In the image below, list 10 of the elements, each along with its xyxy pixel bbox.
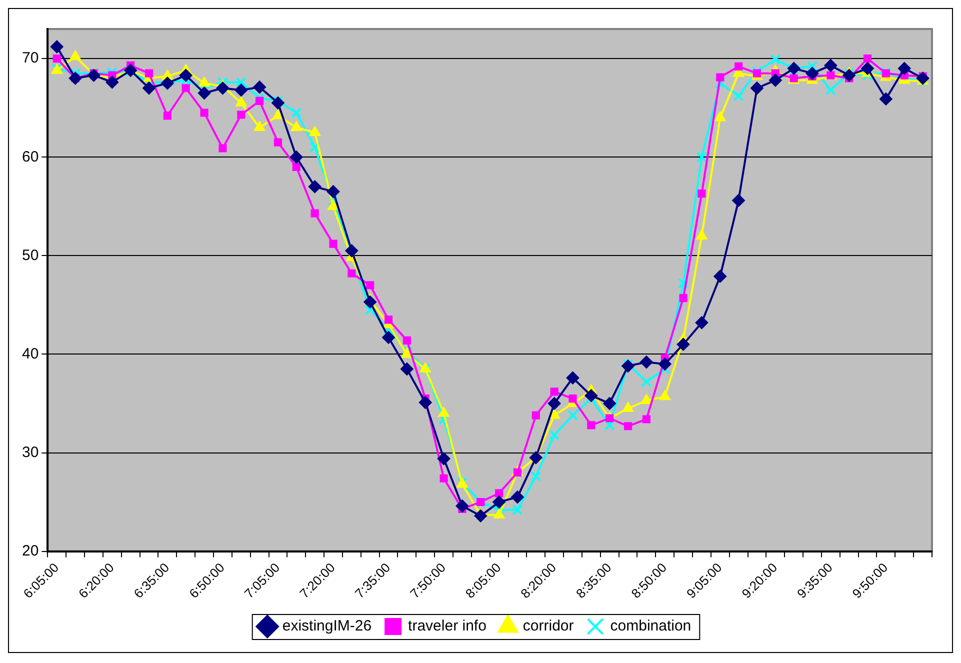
y-tick-label: 20 [22,542,39,560]
y-tick-label: 30 [22,444,39,461]
legend-label: existingIM-26 [282,618,372,635]
legend-label: traveler info [408,618,486,635]
legend-label: corridor [522,618,574,635]
y-tick-label: 40 [22,345,39,362]
y-tick-label: 50 [22,246,39,264]
y-tick-label: 60 [22,148,39,166]
legend-label: combination [610,618,692,635]
y-tick-label: 70 [22,50,39,67]
